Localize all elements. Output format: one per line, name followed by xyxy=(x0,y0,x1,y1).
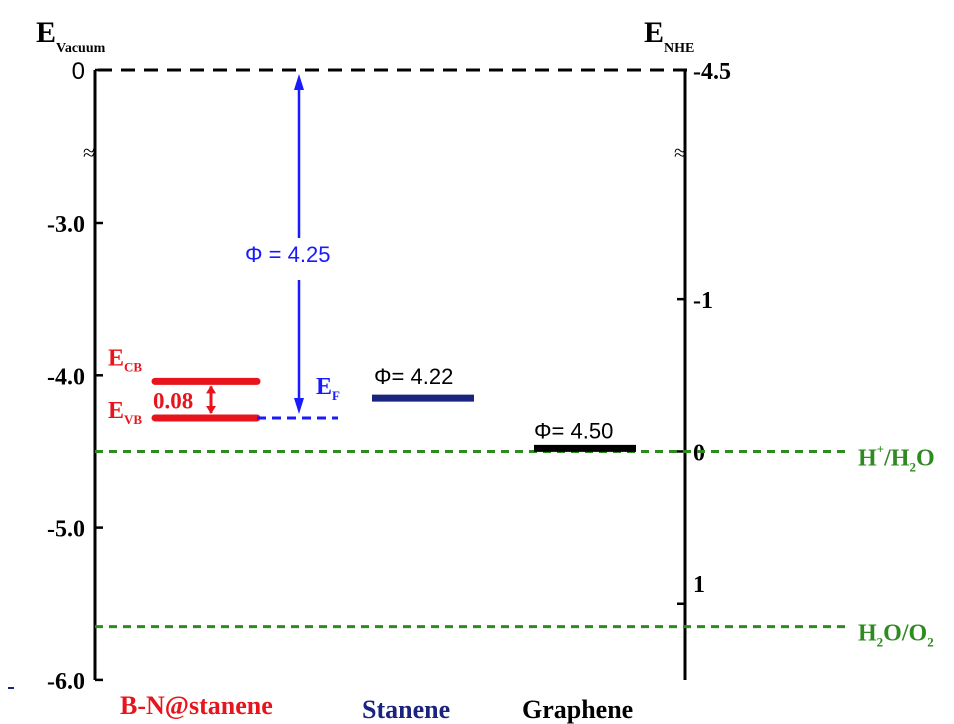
left-axis-ticks: 0 -3.0 -4.0 -5.0 -6.0 xyxy=(8,58,103,695)
wf-arrow-head-down xyxy=(294,397,304,414)
right-tick-label: -4.5 xyxy=(693,59,731,85)
left-tick-label: -3.0 xyxy=(47,212,85,238)
gap-arrow-head xyxy=(206,385,216,394)
material-label-graphene: Graphene xyxy=(522,695,633,724)
wf-arrow-head-up xyxy=(294,74,304,90)
right-tick-label: -1 xyxy=(693,288,713,314)
fermi-label: EF xyxy=(316,374,340,403)
material-label-bn-stanene: B-N@stanene xyxy=(120,691,273,720)
work-function-label: Φ = 4.25 xyxy=(245,242,330,267)
right-axis-break: ≈ xyxy=(674,140,686,165)
left-tick-label: 0 xyxy=(72,58,85,85)
left-axis-break: ≈ xyxy=(83,140,95,165)
redox-levels: H+/H2O H2O/O2 xyxy=(95,441,935,650)
left-tick-label: -6.0 xyxy=(47,669,85,695)
gap-arrow-head xyxy=(206,405,216,414)
band-gap-arrow xyxy=(206,385,216,414)
cb-label: ECB xyxy=(108,345,142,374)
material-label-stanene: Stanene xyxy=(362,695,450,724)
redox-label: H2O/O2 xyxy=(858,621,934,650)
redox-label: H+/H2O xyxy=(858,441,935,474)
right-tick-label: 1 xyxy=(693,572,705,598)
left-tick-label: -4.0 xyxy=(47,364,85,390)
left-axis-title: EVacuum xyxy=(36,16,106,56)
left-tick-label: -5.0 xyxy=(47,517,85,543)
graphene-work-function-label: Φ= 4.50 xyxy=(534,418,613,443)
right-axis-ticks: -4.5 -1 0 1 xyxy=(677,59,731,605)
work-function-arrow xyxy=(294,74,304,414)
stanene-work-function-label: Φ= 4.22 xyxy=(374,364,453,389)
right-tick-label: 0 xyxy=(693,440,705,466)
right-axis-title: ENHE xyxy=(644,16,694,56)
vb-label: EVB xyxy=(108,398,142,427)
band-gap-label: 0.08 xyxy=(153,389,193,414)
